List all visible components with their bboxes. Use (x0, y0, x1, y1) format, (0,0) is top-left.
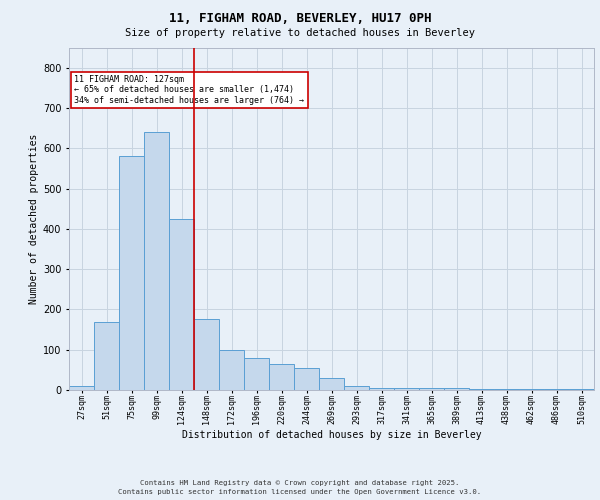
Bar (144, 132, 169, 390)
Bar (119, 156, 144, 390)
Text: 11 FIGHAM ROAD: 127sqm
← 65% of detached houses are smaller (1,474)
34% of semi-: 11 FIGHAM ROAD: 127sqm ← 65% of detached… (74, 75, 304, 104)
Y-axis label: Number of detached properties: Number of detached properties (29, 134, 38, 304)
Text: Size of property relative to detached houses in Beverley: Size of property relative to detached ho… (125, 28, 475, 38)
Bar (369, 388, 394, 390)
Bar (69, 386, 94, 390)
Bar (94, 322, 119, 390)
Bar (294, 368, 319, 390)
Bar (469, 389, 494, 390)
Bar (169, 219, 194, 390)
Bar (269, 364, 294, 390)
X-axis label: Distribution of detached houses by size in Beverley: Distribution of detached houses by size … (182, 430, 481, 440)
Bar (569, 389, 594, 390)
Bar (319, 378, 344, 390)
Text: Contains public sector information licensed under the Open Government Licence v3: Contains public sector information licen… (118, 489, 482, 495)
Bar (494, 389, 519, 390)
Bar (419, 388, 444, 390)
Bar (394, 388, 419, 390)
Text: Contains HM Land Registry data © Crown copyright and database right 2025.: Contains HM Land Registry data © Crown c… (140, 480, 460, 486)
Bar (244, 358, 269, 390)
Bar (519, 389, 544, 390)
Bar (344, 386, 369, 390)
Bar (219, 350, 244, 390)
Bar (444, 388, 469, 390)
Bar (544, 389, 569, 390)
Bar (194, 320, 219, 390)
Text: 11, FIGHAM ROAD, BEVERLEY, HU17 0PH: 11, FIGHAM ROAD, BEVERLEY, HU17 0PH (169, 12, 431, 26)
